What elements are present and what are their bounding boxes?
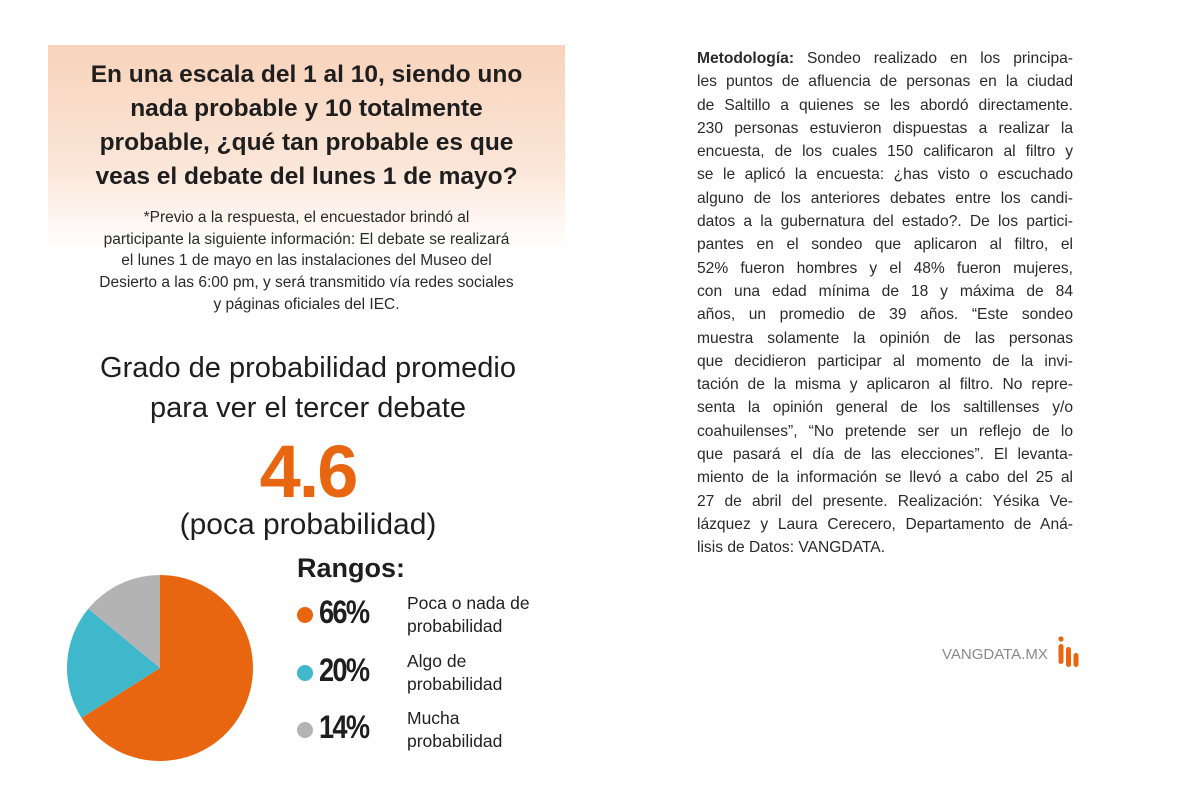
legend-label: Mucha probabilidad xyxy=(407,707,567,753)
legend-label-line: probabilidad xyxy=(407,616,503,636)
legend-label: Algo de probabilidad xyxy=(407,650,567,696)
legend-label-line: Algo de xyxy=(407,651,467,671)
legend-label-line: probabilidad xyxy=(407,731,503,751)
average-value: 4.6 xyxy=(259,430,359,513)
legend-dot-icon xyxy=(297,722,313,738)
methodology-line: 52% fueron hombres y el 48% fueron mujer… xyxy=(697,259,1073,277)
methodology-line: miento de la información se llevó a cabo… xyxy=(697,469,1073,487)
methodology-line: años, un promedio de 39 años. “Este sond… xyxy=(697,306,1073,324)
question-box xyxy=(48,45,565,250)
methodology-line: lázquez y Laura Cerecero, Departamento d… xyxy=(697,515,1073,533)
methodology-line: les puntos de afluencia de personas en l… xyxy=(697,73,1073,91)
legend-label-line: probabilidad xyxy=(407,674,503,694)
methodology-line: lisis de Datos: VANGDATA. xyxy=(697,539,886,557)
methodology-line: senta la opinión general de los saltille… xyxy=(697,399,1073,417)
pie-slice xyxy=(88,575,160,668)
methodology-line: 230 personas estuvieron dispuestas a rea… xyxy=(697,119,1073,137)
methodology-line: datos a la gubernatura del estado?. De l… xyxy=(697,213,1073,231)
legend-title: Rangos: xyxy=(297,553,405,583)
legend-percent: 14% xyxy=(319,709,370,745)
methodology-line: pantes en el sondeo que aplicaron al fil… xyxy=(697,236,1073,254)
note-line: y páginas oficiales del IEC. xyxy=(213,295,400,313)
methodology-line: coahuilenses”, “No pretende ser un refle… xyxy=(697,422,1073,440)
title-line: veas el debate del lunes 1 de mayo? xyxy=(95,163,518,190)
brand-text: VANGDATA.MX xyxy=(942,646,1048,663)
methodology-line: tación de la misma y aplicaron al filtro… xyxy=(697,376,1073,394)
methodology-line: Metodología: Sondeo realizado en los pri… xyxy=(697,47,1073,70)
methodology-line: 27 de abril del presente. Realización: Y… xyxy=(697,492,1073,510)
methodology-line: muestra solamente la opinión de las pers… xyxy=(697,329,1073,347)
subtitle-line: Grado de probabilidad promedio xyxy=(100,352,516,384)
methodology: Metodología: Sondeo realizado en los pri… xyxy=(697,47,1073,560)
average-label: (poca probabilidad) xyxy=(179,508,437,541)
methodology-line: que pasará el día de las elecciones”. El… xyxy=(697,446,1073,464)
legend-label-line: Mucha xyxy=(407,708,460,728)
methodology-line: alguno de los anteriores debates entre l… xyxy=(697,189,1073,207)
legend-label-line: Poca o nada de xyxy=(407,593,530,613)
note-line: participante la siguiente información: E… xyxy=(103,230,510,248)
note-line: *Previo a la respuesta, el encuestador b… xyxy=(143,209,470,226)
title-line: En una escala del 1 al 10, siendo uno xyxy=(90,61,523,88)
methodology-line: que decidieron participar al momento de … xyxy=(697,352,1073,370)
question-title: En una escala del 1 al 10, siendo uno na… xyxy=(48,58,565,194)
legend-dot-icon xyxy=(297,665,313,681)
methodology-line: de Saltillo a quienes se les abordó dire… xyxy=(697,96,1073,114)
note-line: Desierto a las 6:00 pm, y será transmiti… xyxy=(99,274,514,292)
pie-chart xyxy=(67,575,254,761)
note-line: el lunes 1 de mayo en las instalaciones … xyxy=(121,252,492,270)
methodology-line: encuesta, de los cuales 150 calificaron … xyxy=(697,143,1073,161)
legend-percent: 66% xyxy=(319,594,370,630)
legend-percent: 20% xyxy=(319,652,370,688)
methodology-text: Sondeo realizado en los principa- xyxy=(794,50,1073,67)
methodology-label: Metodología: xyxy=(697,50,795,67)
pie-slice xyxy=(81,575,254,761)
vangdata-logo-icon xyxy=(1058,636,1079,667)
title-line: probable, ¿qué tan probable es que xyxy=(99,129,514,156)
methodology-line: se le aplicó la encuesta: ¿has visto o e… xyxy=(697,166,1073,184)
legend-dot-icon xyxy=(297,607,313,623)
legend-label: Poca o nada de probabilidad xyxy=(407,592,567,638)
pie-slice xyxy=(67,608,160,718)
title-line: nada probable y 10 totalmente xyxy=(130,95,483,122)
methodology-line: con una edad mínima de 18 y máxima de 84 xyxy=(697,282,1073,300)
summary-subtitle: Grado de probabilidad promedio para ver … xyxy=(48,348,568,428)
subtitle-line: para ver el tercer debate xyxy=(150,392,466,424)
question-note: *Previo a la respuesta, el encuestador b… xyxy=(58,207,555,316)
